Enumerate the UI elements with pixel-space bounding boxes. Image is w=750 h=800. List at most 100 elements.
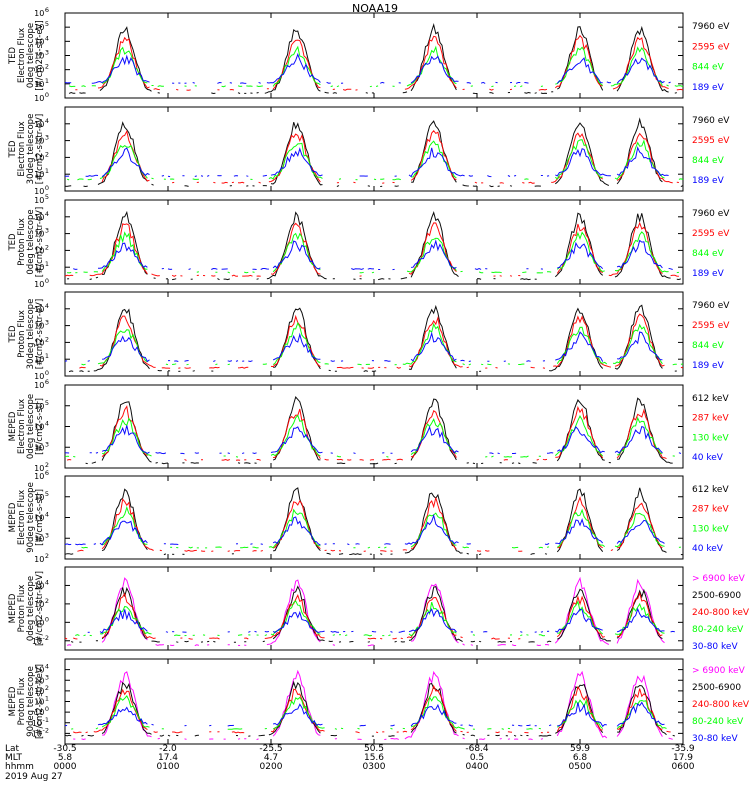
y-axis-label-line: Proton Flux [17, 310, 27, 358]
legend-entry: 612 keV [692, 394, 729, 404]
legend-entry: 30-80 keV [692, 642, 738, 652]
legend-entry: 130 keV [692, 524, 729, 534]
y-axis-label-line: [#/cm2-s-str] [35, 398, 45, 455]
y-axis-label-line: Proton Flux [17, 678, 27, 726]
series-line [67, 210, 682, 281]
y-axis-label: MEPED Proton Flux 90deg telescope [#/cm2-s-… [8, 664, 45, 739]
y-axis-label-line: 0deg telescope [26, 576, 36, 641]
series-line [77, 498, 676, 552]
legend-entry: 287 keV [692, 414, 729, 424]
footer-value-mlt: 17.4 [158, 753, 178, 763]
y-axis-label-line: MEPED [8, 593, 18, 623]
y-axis-label: MEPED Electron Flux 90deg telescope [#/cm2-… [8, 482, 45, 553]
series-line [71, 696, 681, 730]
footer-value-lat: 59.9 [570, 744, 590, 754]
y-axis-label: TED Proton Flux 0deg telescope [#/cm2-s-str… [8, 207, 45, 277]
y-axis-label-line: 90deg telescope [26, 482, 36, 553]
legend-entry: 844 eV [692, 63, 725, 73]
series-line [68, 45, 684, 88]
footer-row-label: MLT [5, 753, 23, 763]
y-axis-label-line: [#/cm2-s-str-keV] [35, 664, 45, 739]
footer-value-hhmm: 0100 [157, 762, 180, 772]
footer-row-label: Lat [5, 744, 20, 754]
legend-entry: 7960 eV [692, 301, 730, 311]
footer-value-mlt: 15.6 [364, 753, 384, 763]
y-axis-label-line: Electron Flux [17, 399, 27, 454]
plot-frame [64, 291, 684, 377]
y-axis-label-line: 0deg telescope [26, 209, 36, 274]
legend-entry: 287 keV [692, 505, 729, 515]
series-line [71, 587, 673, 643]
y-axis-label-line: [#/cm2-s-str-eV] [35, 20, 45, 90]
footer-value-hhmm: 0400 [466, 762, 489, 772]
legend-entry: 189 eV [692, 176, 725, 186]
y-axis-label-line: TED [8, 233, 18, 252]
legend-entry: 612 keV [692, 485, 729, 495]
legend-entry: 40 keV [692, 544, 724, 554]
y-axis-label: TED Proton Flux 30deg telescope [#/cm2-s-st… [8, 299, 45, 370]
y-axis-label-line: [#/cm2-s-str-eV] [35, 114, 45, 184]
y-tick-label: 100 [34, 277, 49, 289]
legend-entry: 844 eV [692, 249, 725, 259]
footer-value-lat: 50.5 [364, 744, 384, 754]
y-axis-label-line: MEPED [8, 411, 18, 441]
y-axis-label-line: [#/cm2-s-str-keV] [35, 571, 45, 646]
y-axis-label-line: Proton Flux [17, 218, 27, 266]
y-axis-label-line: Electron Flux [17, 28, 27, 83]
footer-value-lat: -35.9 [671, 744, 695, 754]
plot-frame [64, 566, 684, 651]
y-axis-label: TED Electron Flux 0deg telescope [#/cm2-s-s… [8, 20, 45, 90]
legend-entry: 130 keV [692, 433, 729, 443]
series-line [64, 680, 675, 737]
series-line [81, 505, 681, 549]
legend-entry: 189 eV [692, 83, 725, 93]
plot-frame [64, 475, 684, 560]
series-line [86, 397, 683, 464]
series-line [66, 139, 684, 181]
footer-value-hhmm: 0600 [672, 762, 695, 772]
footer-value-mlt: 17.9 [673, 753, 693, 763]
legend-entry: 240-800 keV [692, 700, 750, 710]
series-line [65, 703, 675, 727]
footer-value-lat: -68.4 [465, 744, 489, 754]
y-axis-label-line: Proton Flux [17, 585, 27, 633]
footer-value-mlt: 5.8 [58, 753, 73, 763]
legend-entry: > 6900 keV [692, 666, 746, 676]
series-line [65, 593, 681, 639]
legend-entry: 2595 eV [692, 321, 730, 331]
y-axis-label-line: TED [8, 140, 18, 159]
legend-entry: 189 eV [692, 269, 725, 279]
plot-frame [64, 384, 684, 469]
legend-entry: > 6900 keV [692, 574, 746, 584]
series-line [75, 34, 684, 91]
y-axis-label-line: 0deg telescope [26, 23, 36, 88]
y-axis-label-line: [#/cm2-s-str] [35, 489, 45, 546]
footer-value-mlt: 6.8 [573, 753, 588, 763]
legend-entry: 2595 eV [692, 42, 730, 52]
y-axis-label-line: 90deg telescope [26, 666, 36, 737]
y-axis-label-line: Electron Flux [17, 490, 27, 545]
series-line [64, 425, 682, 455]
legend-entry: 7960 eV [692, 209, 730, 219]
legend-entry: 7960 eV [692, 22, 730, 32]
legend-entry: 844 eV [692, 341, 725, 351]
footer-value-mlt: 4.7 [264, 753, 278, 763]
y-tick-label: 105 [34, 20, 49, 32]
legend-entry: 40 keV [692, 453, 724, 463]
date-label: 2019 Aug 27 [5, 772, 63, 782]
series-line [65, 416, 683, 458]
legend-entry: 80-240 keV [692, 717, 744, 727]
legend-entry: 2500-6900 [692, 591, 741, 601]
footer-row-label: hhmm [5, 762, 34, 772]
legend-entry: 844 eV [692, 156, 725, 166]
y-axis-label: MEPED Proton Flux 0deg telescope [#/cm2-s-s… [8, 571, 45, 646]
footer-value-hhmm: 0200 [260, 762, 283, 772]
series-line [79, 313, 684, 369]
